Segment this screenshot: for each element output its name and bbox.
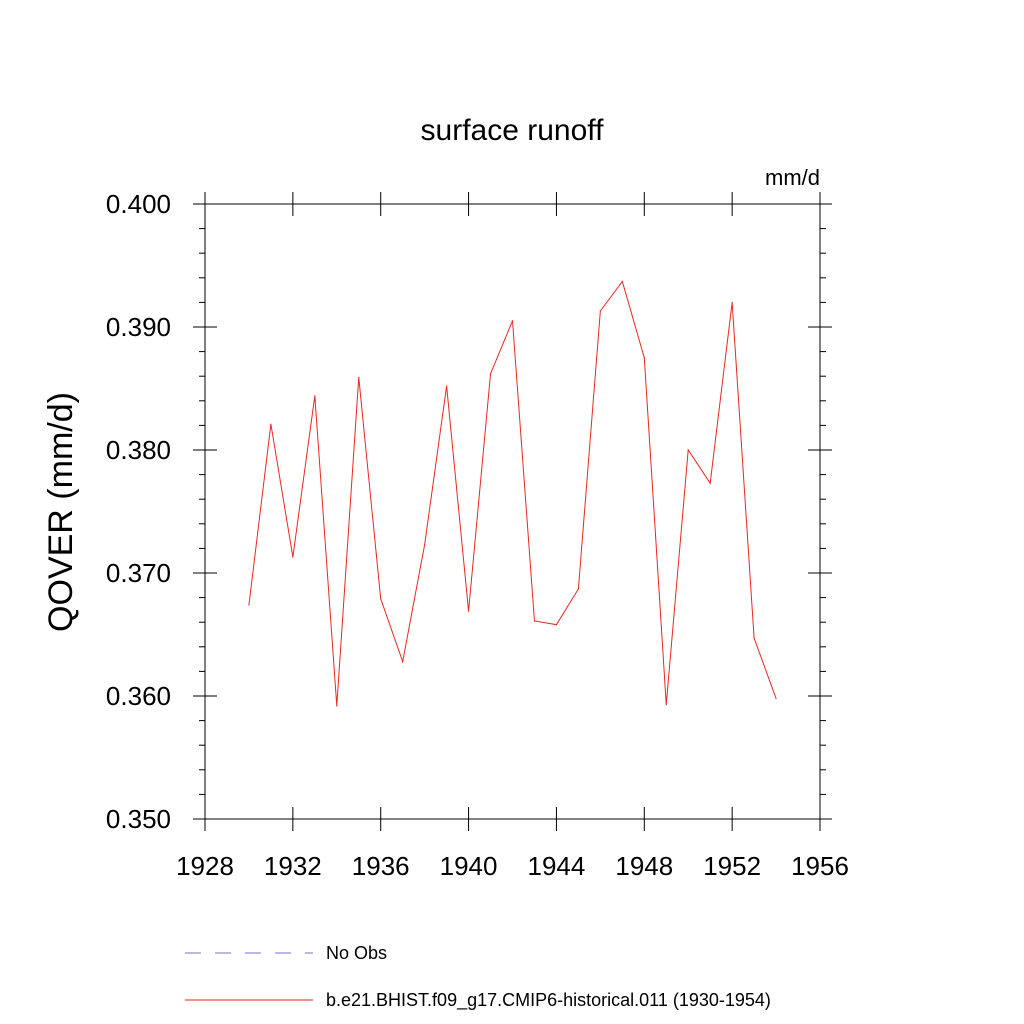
- data-point: [292, 556, 294, 558]
- data-point: [775, 697, 777, 700]
- chart-title: surface runoff: [421, 114, 605, 147]
- y-axis-label: QOVER (mm/d): [42, 392, 80, 632]
- y-tick-label: 0.360: [106, 681, 171, 711]
- data-point: [511, 320, 514, 322]
- data-point: [665, 704, 667, 706]
- data-point: [555, 624, 558, 626]
- x-tick-label: 1956: [791, 851, 849, 881]
- data-point: [248, 604, 250, 606]
- axis-ticks: 1928 1932 1936 1940 1944 1948 1952 1956 0.350 0.3…: [106, 189, 849, 881]
- data-point: [270, 423, 272, 425]
- plot-frame: [204, 203, 821, 820]
- data-point: [687, 449, 689, 451]
- data-point: [533, 620, 536, 622]
- data-point: [467, 610, 470, 612]
- legend-label-model: b.e21.BHIST.f09_g17.CMIP6-historical.011…: [326, 990, 771, 1011]
- data-point: [446, 385, 448, 387]
- x-tick-label: 1948: [615, 851, 673, 881]
- y-tick-label: 0.390: [106, 312, 171, 342]
- plot-area: 1928 1932 1936 1940 1944 1948 1952 1956 0.350 0.3…: [106, 189, 849, 881]
- x-tick-label: 1928: [176, 851, 234, 881]
- data-point: [314, 395, 316, 397]
- data-point: [358, 376, 360, 379]
- legend-label-no-obs: No Obs: [326, 943, 387, 963]
- data-point: [643, 357, 645, 359]
- data-point: [489, 373, 492, 375]
- data-point: [380, 598, 382, 600]
- data-point: [336, 705, 338, 707]
- y-tick-label: 0.370: [106, 558, 171, 588]
- series-line: [248, 280, 777, 706]
- data-point: [621, 280, 623, 283]
- y-tick-label: 0.350: [106, 804, 171, 834]
- data-point: [709, 482, 711, 484]
- y-tick-label: 0.400: [106, 189, 171, 219]
- data-point: [577, 588, 579, 590]
- y-tick-label: 0.380: [106, 435, 171, 465]
- data-point: [599, 310, 601, 312]
- x-tick-label: 1940: [440, 851, 498, 881]
- series-layer: [248, 280, 777, 707]
- data-point: [731, 301, 733, 303]
- data-point: [402, 660, 404, 663]
- legend: No Obs b.e21.BHIST.f09_g17.CMIP6-histori…: [185, 943, 771, 1011]
- x-tick-label: 1932: [264, 851, 322, 881]
- x-tick-label: 1952: [703, 851, 761, 881]
- data-point: [424, 544, 426, 546]
- units-label: mm/d: [765, 165, 820, 190]
- x-tick-label: 1944: [528, 851, 586, 881]
- x-tick-label: 1936: [352, 851, 410, 881]
- data-point: [753, 637, 755, 639]
